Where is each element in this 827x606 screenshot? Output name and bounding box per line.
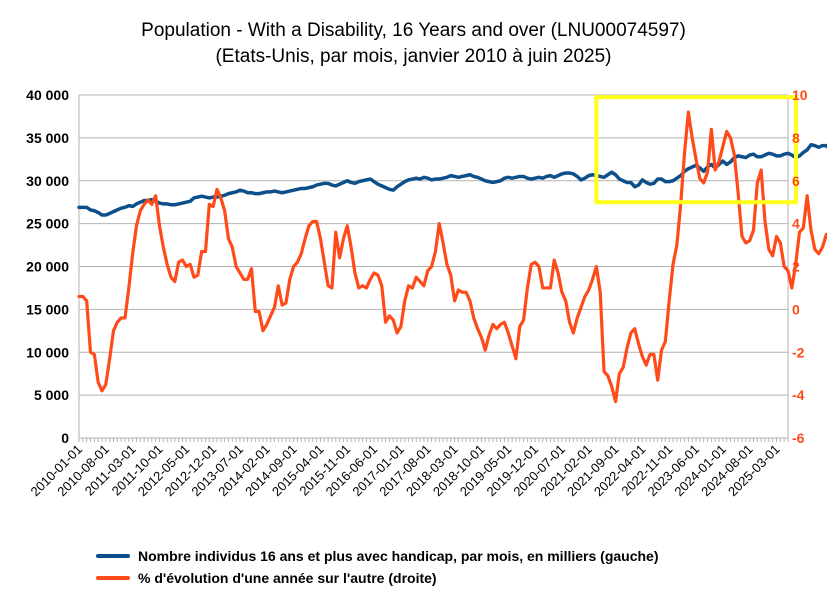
y-left-tick-label: 40 000 xyxy=(26,87,69,103)
y-right-tick-label: 6 xyxy=(792,173,800,189)
legend-swatch-right-series xyxy=(96,576,130,580)
legend-label-right-series: % d'évolution d'une année sur l'autre (d… xyxy=(138,570,437,586)
y-right-tick-label: -6 xyxy=(792,430,805,446)
legend-item-left-series: Nombre individus 16 ans et plus avec han… xyxy=(96,545,659,567)
y-left-tick-label: 10 000 xyxy=(26,344,69,360)
tick-labels: 0 -6 5 000 -4 10 000 -2 15 000 0 20 000 2 25 000 4 3… xyxy=(26,87,808,499)
y-right-tick-label: 8 xyxy=(792,130,800,146)
y-right-tick-label: 10 xyxy=(792,87,808,103)
chart-title-line1: Population - With a Disability, 16 Years… xyxy=(141,20,686,41)
legend-label-left-series: Nombre individus 16 ans et plus avec han… xyxy=(138,548,659,564)
highlight-box xyxy=(594,95,798,205)
axes xyxy=(78,95,789,442)
y-right-tick-label: 2 xyxy=(792,259,800,275)
legend: Nombre individus 16 ans et plus avec han… xyxy=(96,545,659,589)
y-left-tick-label: 30 000 xyxy=(26,173,69,189)
legend-swatch-left-series xyxy=(96,554,130,558)
y-left-tick-label: 15 000 xyxy=(26,301,69,317)
y-right-tick-label: 4 xyxy=(792,216,800,232)
y-left-tick-label: 20 000 xyxy=(26,259,69,275)
y-left-tick-label: 0 xyxy=(61,430,69,446)
y-left-tick-label: 5 000 xyxy=(34,387,69,403)
legend-item-right-series: % d'évolution d'une année sur l'autre (d… xyxy=(96,567,659,589)
y-right-tick-label: -4 xyxy=(792,387,805,403)
series-lines xyxy=(77,110,827,404)
series-line-right xyxy=(77,110,827,404)
chart-title: Population - With a Disability, 16 Years… xyxy=(0,18,827,70)
y-left-tick-label: 35 000 xyxy=(26,130,69,146)
y-left-tick-label: 25 000 xyxy=(26,216,69,232)
y-right-tick-label: -2 xyxy=(792,344,805,360)
highlight-rectangle xyxy=(594,95,798,205)
chart-title-line2: (Etats-Unis, par mois, janvier 2010 à ju… xyxy=(215,46,612,67)
y-right-tick-label: 0 xyxy=(792,301,800,317)
